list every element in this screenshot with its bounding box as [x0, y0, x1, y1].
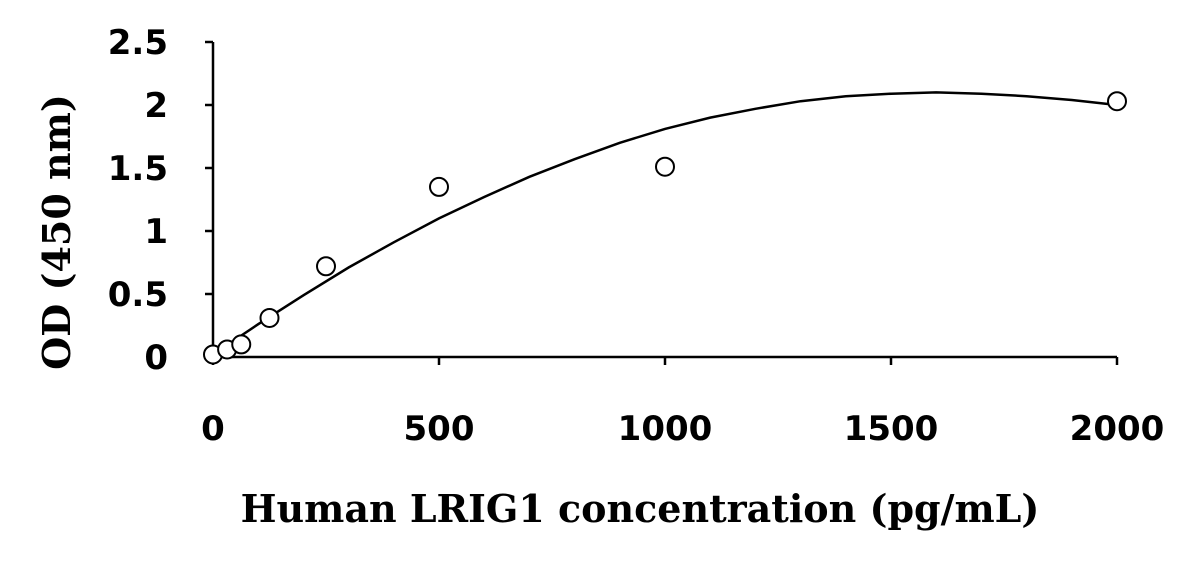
x-tick-label: 0	[201, 409, 225, 449]
fit-curve-layer	[212, 91, 1118, 356]
y-tick-label: 0	[144, 338, 168, 378]
y-tick-label: 1	[144, 212, 168, 252]
x-tick-label: 2000	[1070, 409, 1165, 449]
y-tick-label: 1.5	[108, 149, 168, 189]
y-tick-label: 2.5	[108, 23, 168, 63]
data-point	[259, 307, 280, 328]
x-tick-label: 1500	[844, 409, 939, 449]
data-point	[231, 334, 252, 355]
data-point	[1107, 91, 1127, 112]
x-axis-ticks: 0 500 1000 1500 2000	[201, 357, 1164, 449]
data-points	[203, 91, 1127, 365]
data-point	[316, 256, 336, 277]
data-point	[655, 156, 675, 177]
y-tick-label: 0.5	[108, 275, 168, 315]
axes	[211, 42, 1117, 359]
fit-curve	[212, 91, 1118, 356]
y-axis-ticks: 0 0.5 1 1.5 2 2.5	[108, 23, 213, 378]
y-axis-title: OD (450 nm)	[34, 94, 79, 370]
x-axis-title: Human LRIG1 concentration (pg/mL)	[241, 486, 1040, 531]
data-point	[429, 176, 449, 197]
y-tick-label: 2	[144, 86, 168, 126]
x-tick-label: 1000	[618, 409, 713, 449]
x-tick-label: 500	[404, 409, 475, 449]
